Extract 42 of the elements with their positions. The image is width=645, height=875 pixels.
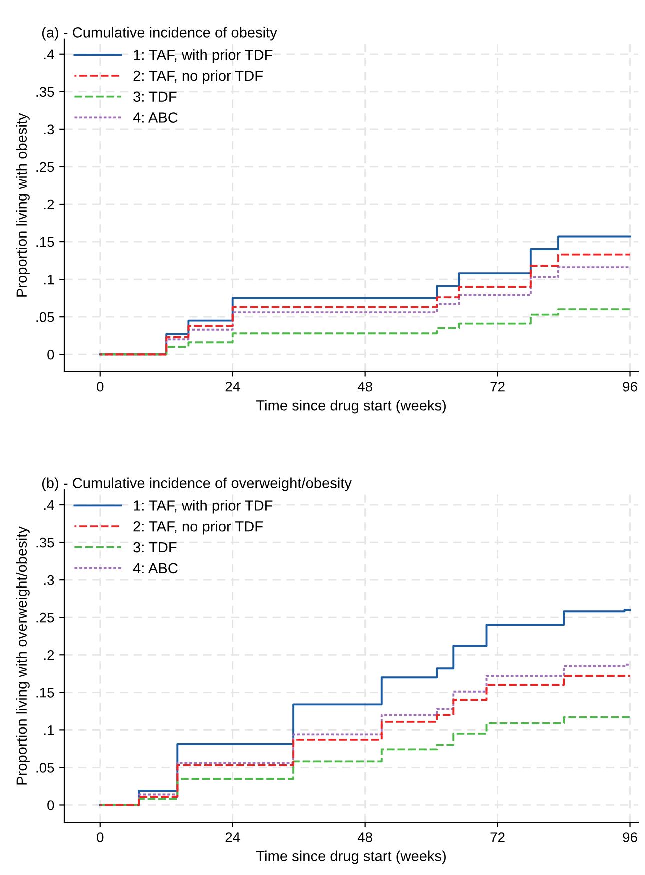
legend-label: 2: TAF, no prior TDF bbox=[134, 70, 263, 84]
y-tick-label: .25 bbox=[36, 162, 54, 172]
x-tick-label: 24 bbox=[226, 832, 240, 842]
x-axis-title: Time since drug start (weeks) bbox=[256, 850, 446, 864]
legend-label: 4: ABC bbox=[133, 563, 178, 574]
legend-label: 2: TAF, no prior TDF bbox=[134, 521, 263, 535]
x-tick-label: 24 bbox=[226, 382, 240, 392]
y-tick-label: .15 bbox=[36, 238, 54, 248]
y-tick-label: 0 bbox=[48, 800, 54, 810]
y-tick-label: .35 bbox=[36, 87, 54, 98]
x-axis-title: Time since drug start (weeks) bbox=[256, 400, 446, 414]
y-tick-label: .25 bbox=[36, 612, 54, 623]
x-tick-label: 96 bbox=[623, 832, 638, 842]
chart-title: (a) - Cumulative incidence of obesity bbox=[42, 27, 278, 41]
legend-label: 1: TAF, with prior TDF bbox=[134, 500, 273, 514]
legend-label: 3: TDF bbox=[134, 92, 177, 102]
y-tick-label: .05 bbox=[36, 763, 54, 773]
y-axis-title: Proportion living with obesity bbox=[16, 113, 30, 297]
y-tick-label: .2 bbox=[44, 650, 54, 660]
y-tick-label: .1 bbox=[44, 275, 54, 285]
legend-label: 4: ABC bbox=[133, 112, 178, 123]
y-tick-label: .2 bbox=[44, 200, 54, 210]
legend-label: 1: TAF, with prior TDF bbox=[134, 50, 273, 64]
y-tick-label: .3 bbox=[44, 124, 54, 135]
legend-label: 3: TDF bbox=[134, 542, 177, 553]
x-tick-label: 0 bbox=[97, 382, 104, 392]
y-tick-label: .4 bbox=[44, 500, 54, 510]
x-tick-label: 72 bbox=[490, 382, 505, 392]
y-tick-label: .4 bbox=[44, 50, 54, 60]
y-axis-title: Proportion living with overweight/obesity bbox=[16, 526, 30, 785]
y-tick-label: .35 bbox=[36, 538, 54, 548]
y-tick-label: 0 bbox=[48, 350, 54, 360]
y-tick-label: .3 bbox=[44, 575, 54, 586]
x-tick-label: 96 bbox=[623, 382, 638, 392]
y-tick-label: .05 bbox=[36, 312, 54, 322]
x-tick-label: 48 bbox=[358, 832, 372, 842]
chart-title: (b) - Cumulative incidence of overweight/obesity bbox=[42, 478, 352, 492]
x-tick-label: 0 bbox=[97, 832, 104, 842]
y-tick-label: .1 bbox=[44, 726, 54, 736]
y-tick-label: .15 bbox=[36, 688, 54, 698]
x-tick-label: 72 bbox=[490, 832, 505, 842]
x-tick-label: 48 bbox=[358, 382, 372, 392]
